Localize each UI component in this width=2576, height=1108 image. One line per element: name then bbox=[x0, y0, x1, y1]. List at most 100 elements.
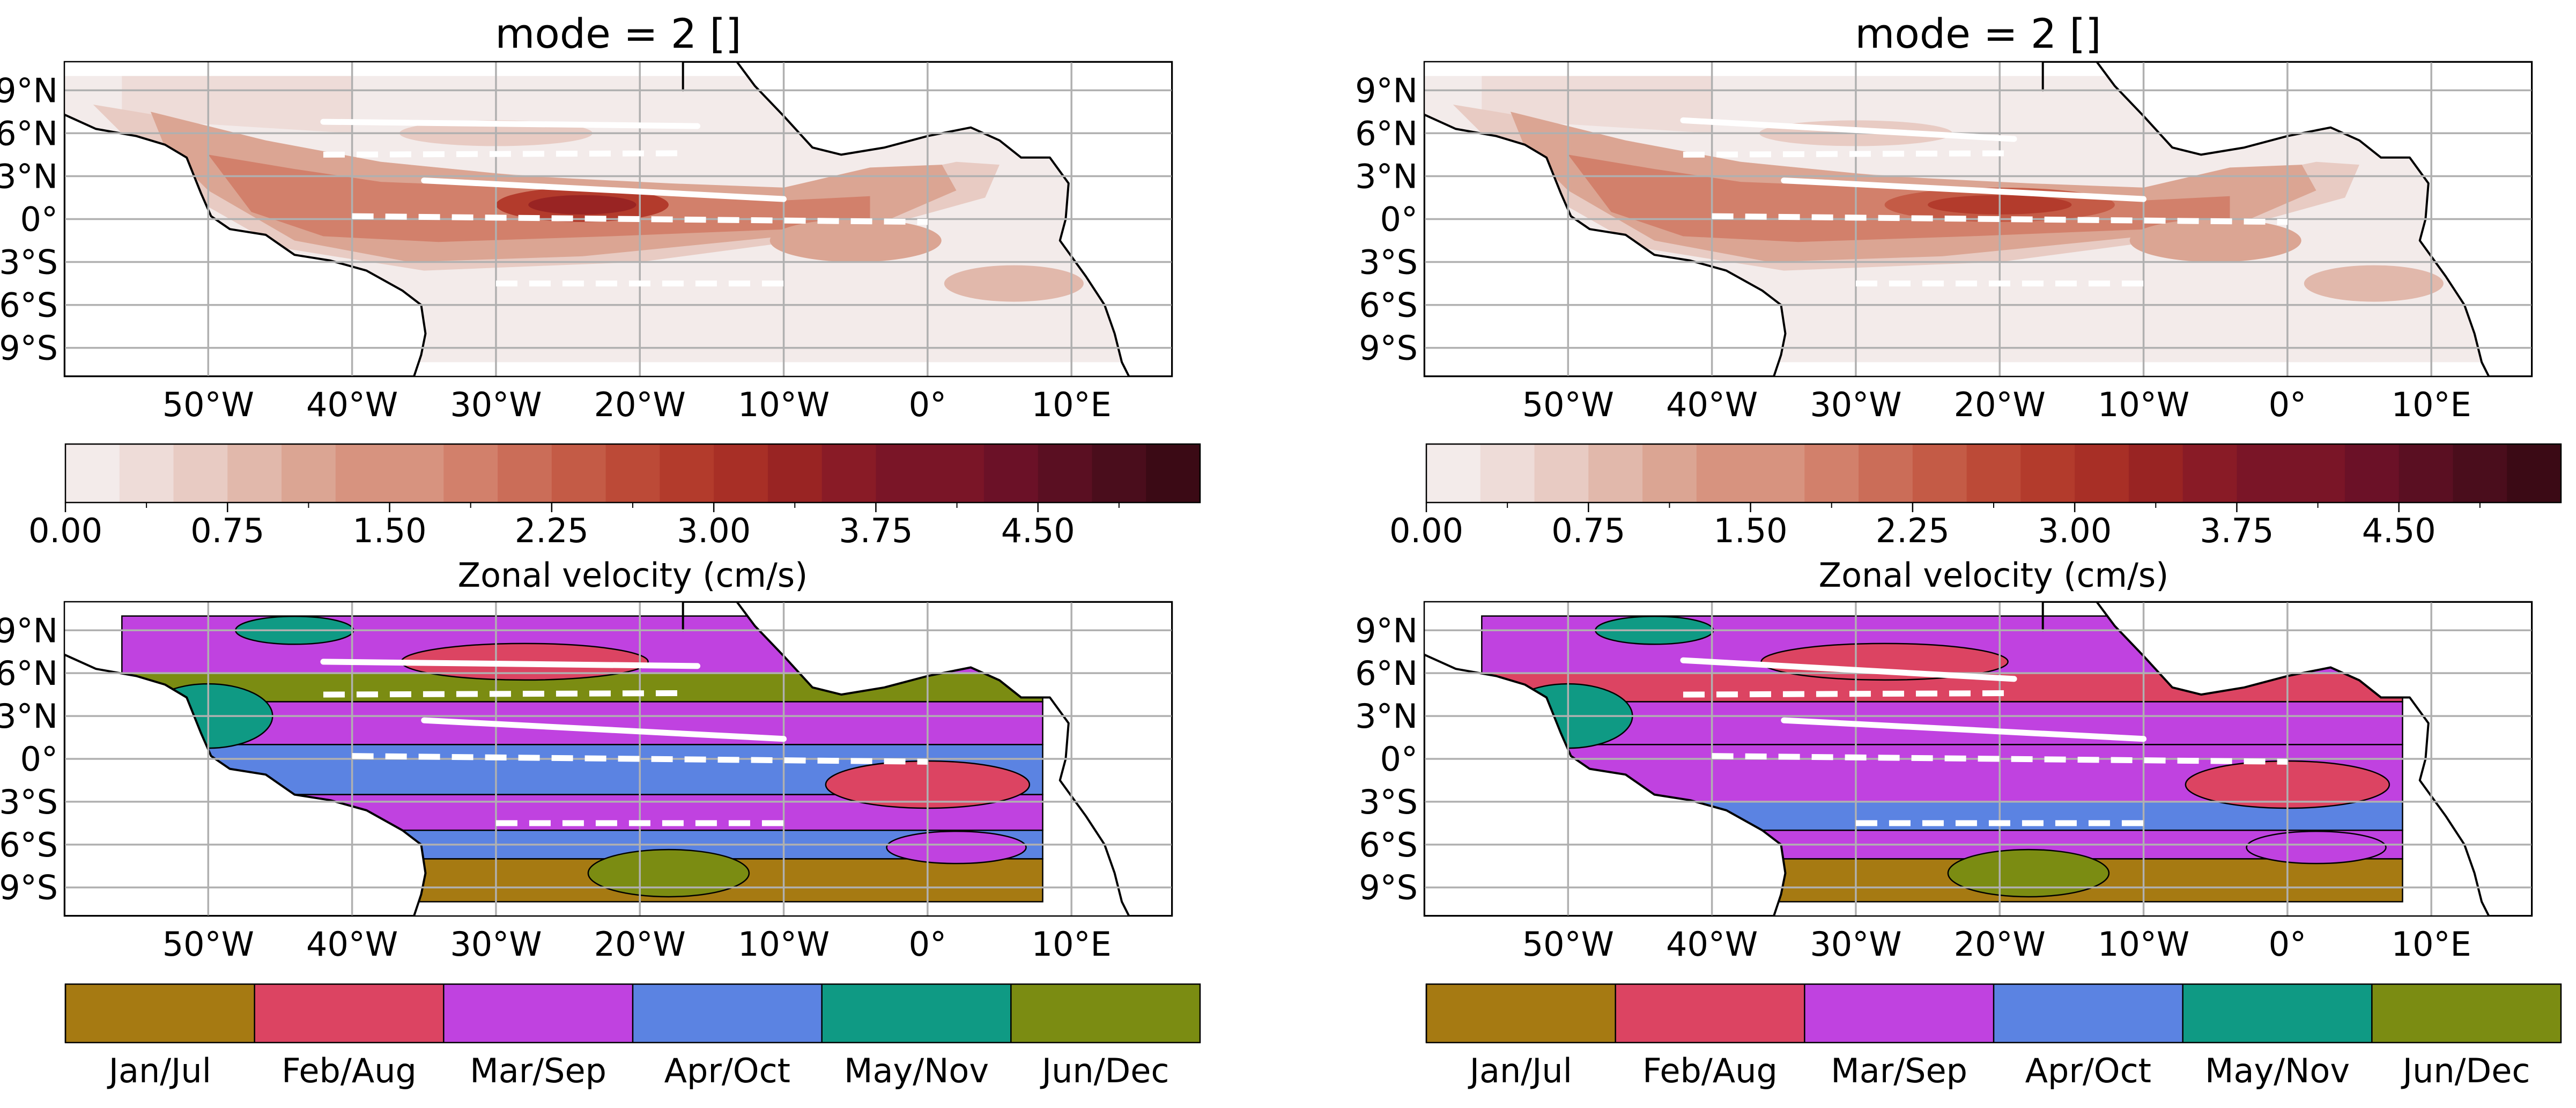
south-america-coast bbox=[1424, 653, 1787, 916]
field-max bbox=[528, 195, 636, 215]
field-patch bbox=[2304, 265, 2444, 302]
land bbox=[1424, 62, 2532, 376]
x-tick-label: 50°W bbox=[1522, 925, 1614, 964]
colorbar-tick-label: 0.00 bbox=[1389, 511, 1463, 550]
colorbar-segment bbox=[876, 444, 930, 503]
axes-frame bbox=[63, 601, 1173, 917]
current-line-solid bbox=[1680, 657, 2017, 682]
colorbar-segment bbox=[1804, 444, 1859, 503]
colorbar-swatch bbox=[633, 984, 822, 1043]
colorbar-swatch bbox=[254, 984, 444, 1043]
colorbar-category-label: Apr/Oct bbox=[2025, 1051, 2151, 1090]
colorbar-tick-label: 0.00 bbox=[28, 511, 102, 550]
colorbar-tick-label: 1.50 bbox=[353, 511, 427, 550]
current-line-solid bbox=[320, 119, 701, 129]
x-tick-label: 20°W bbox=[1954, 385, 2046, 424]
colorbar-segment bbox=[714, 444, 768, 503]
current-line-dashed bbox=[1683, 690, 2015, 698]
current-line-solid bbox=[1781, 177, 2147, 202]
colorbar-tick-label: 4.50 bbox=[2362, 511, 2436, 550]
colorbar-segment bbox=[2020, 444, 2075, 503]
colorbar-swatch bbox=[1011, 984, 1200, 1043]
colorbar-swatch bbox=[443, 984, 633, 1043]
colorbar-segment bbox=[1966, 444, 2021, 503]
colorbar-swatch bbox=[65, 984, 255, 1043]
colorbar-segment bbox=[498, 444, 552, 503]
x-tick-label: 40°W bbox=[306, 385, 398, 424]
current-line-solid bbox=[320, 659, 701, 669]
current-line-dashed bbox=[323, 150, 683, 158]
x-tick-label: 40°W bbox=[306, 925, 398, 964]
colorbar-tick-label: 0.75 bbox=[1551, 511, 1625, 550]
colorbar-tick-label: 4.50 bbox=[1001, 511, 1075, 550]
colorbar-category-label: May/Nov bbox=[844, 1051, 989, 1090]
y-tick-label: 9°N bbox=[1355, 71, 1418, 110]
colorbar-tick-label: 3.00 bbox=[2038, 511, 2112, 550]
y-tick-label: 0° bbox=[1380, 740, 1418, 779]
colorbar-segment bbox=[2182, 444, 2238, 503]
colorbar-segment bbox=[2291, 444, 2345, 503]
y-tick-label: 6°N bbox=[0, 114, 58, 153]
colorbar-segment bbox=[2128, 444, 2183, 503]
colorbar-category-label: Apr/Oct bbox=[664, 1051, 790, 1090]
colorbar-segment bbox=[389, 444, 444, 503]
colorbar-segment bbox=[282, 444, 336, 503]
x-tick-label: 50°W bbox=[162, 385, 254, 424]
colorbar-segment bbox=[1588, 444, 1643, 503]
x-tick-label: 10°E bbox=[2392, 925, 2471, 964]
colorbar-swatch bbox=[821, 984, 1011, 1043]
field-patch bbox=[944, 265, 1084, 302]
phase-patch bbox=[886, 830, 1027, 865]
south-america-coast bbox=[64, 113, 427, 376]
colorbar-segment bbox=[1426, 444, 1481, 503]
colorbar-segment bbox=[2344, 444, 2400, 503]
current-line-dashed bbox=[1683, 150, 2015, 158]
colorbar-segment bbox=[983, 444, 1039, 503]
colorbar-segment bbox=[1534, 444, 1589, 503]
y-tick-label: 6°S bbox=[1359, 825, 1418, 865]
x-tick-label: 10°W bbox=[2098, 385, 2189, 424]
colorbar-frame bbox=[64, 983, 1201, 1044]
current-line-solid bbox=[421, 177, 787, 202]
colorbar-category-label: Jun/Dec bbox=[1040, 1051, 1169, 1090]
x-tick-label: 10°W bbox=[738, 925, 830, 964]
y-tick-label: 9°N bbox=[1355, 611, 1418, 650]
colorbar-tick-label: 3.00 bbox=[677, 511, 751, 550]
x-tick-label: 0° bbox=[2269, 385, 2306, 424]
y-tick-label: 3°S bbox=[0, 782, 58, 822]
axes-frame bbox=[1423, 61, 2533, 378]
current-line-dashed bbox=[352, 753, 928, 765]
colorbar-category-label: Mar/Sep bbox=[470, 1051, 606, 1090]
y-tick-label: 6°N bbox=[1355, 114, 1418, 153]
colorbar-category-label: Feb/Aug bbox=[1642, 1051, 1778, 1090]
current-line-solid bbox=[1781, 717, 2147, 742]
phase-patch bbox=[1947, 848, 2110, 898]
y-tick-label: 6°S bbox=[0, 825, 58, 865]
colorbar-category-label: Jan/Jul bbox=[107, 1051, 211, 1090]
colorbar-tick-label: 1.50 bbox=[1714, 511, 1788, 550]
phase-patch bbox=[2246, 830, 2387, 865]
y-tick-label: 9°S bbox=[0, 329, 58, 368]
x-tick-label: 10°E bbox=[1032, 925, 1112, 964]
current-line-solid bbox=[1680, 117, 2017, 142]
colorbar-frame bbox=[1425, 983, 2562, 1044]
y-tick-label: 0° bbox=[20, 200, 58, 239]
y-tick-label: 0° bbox=[20, 740, 58, 779]
colorbar-segment bbox=[1038, 444, 1093, 503]
colorbar-segment bbox=[443, 444, 498, 503]
current-line-dashed bbox=[323, 690, 683, 698]
colorbar-segment bbox=[930, 444, 984, 503]
colorbar-segment bbox=[2507, 444, 2562, 503]
colorbar-label: Zonal velocity (cm/s) bbox=[458, 556, 808, 595]
colorbar-segment bbox=[1146, 444, 1201, 503]
colorbar-segment bbox=[767, 444, 823, 503]
colorbar-swatch bbox=[2372, 984, 2561, 1043]
colorbar-segment bbox=[2453, 444, 2507, 503]
y-tick-label: 9°N bbox=[0, 71, 58, 110]
y-tick-label: 3°S bbox=[1359, 782, 1418, 822]
x-tick-label: 10°E bbox=[1032, 385, 1112, 424]
current-line-dashed bbox=[1712, 753, 2288, 765]
x-tick-label: 20°W bbox=[594, 925, 686, 964]
chart-title: mode = 2 [] bbox=[495, 10, 741, 57]
colorbar-segment bbox=[2075, 444, 2129, 503]
